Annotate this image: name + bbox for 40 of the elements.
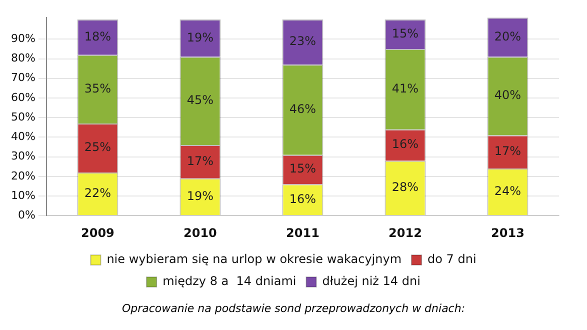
data-label: 15% — [392, 26, 419, 40]
data-label: 40% — [494, 88, 522, 102]
y-tick-label: 40% — [10, 130, 36, 144]
legend-label: do 7 dni — [428, 252, 476, 266]
data-label: 17% — [494, 144, 522, 158]
legend-label: nie wybieram się na urlop w okresie wakacyjnym — [106, 252, 402, 266]
legend-label: między 8 a 14 dniami — [162, 274, 296, 288]
y-tick-label: 50% — [10, 110, 36, 124]
y-tick-label: 0% — [18, 208, 36, 222]
legend-label: dłużej niż 14 dni — [322, 274, 420, 288]
x-tick-label: 2010 — [184, 226, 217, 240]
data-label: 15% — [289, 162, 316, 176]
y-tick-label: 10% — [10, 188, 36, 202]
text: Opracowanie na podstawie sond przeprowadzonych w dniach: — [120, 302, 466, 315]
data-label: 45% — [186, 93, 214, 108]
y-tick-label: 80% — [10, 52, 36, 65]
data-label: 41% — [392, 81, 419, 96]
y-tick-label: 70% — [10, 71, 36, 84]
data-label: 16% — [289, 192, 316, 206]
x-tick-label: 2012 — [388, 226, 422, 240]
data-label: 23% — [289, 34, 316, 48]
y-tick-label: 90% — [10, 32, 36, 46]
x-tick-label: 2013 — [491, 226, 524, 240]
x-tick-label: 2009 — [81, 226, 114, 240]
data-label: 16% — [392, 137, 419, 152]
x-tick-label: 2011 — [286, 226, 320, 240]
y-tick-label: 30% — [10, 150, 36, 163]
data-label: 17% — [186, 154, 214, 168]
data-label: 35% — [84, 81, 112, 96]
data-label: 19% — [186, 188, 214, 203]
data-label: 19% — [186, 30, 214, 44]
data-label: 25% — [84, 140, 112, 154]
data-label: 22% — [84, 186, 112, 200]
data-label: 46% — [289, 102, 316, 116]
data-label: 28% — [392, 180, 419, 194]
y-tick-label: 20% — [10, 169, 36, 182]
y-tick-label: 60% — [10, 90, 36, 104]
data-label: 20% — [494, 29, 522, 44]
data-label: 18% — [84, 29, 112, 44]
data-label: 24% — [494, 184, 522, 198]
